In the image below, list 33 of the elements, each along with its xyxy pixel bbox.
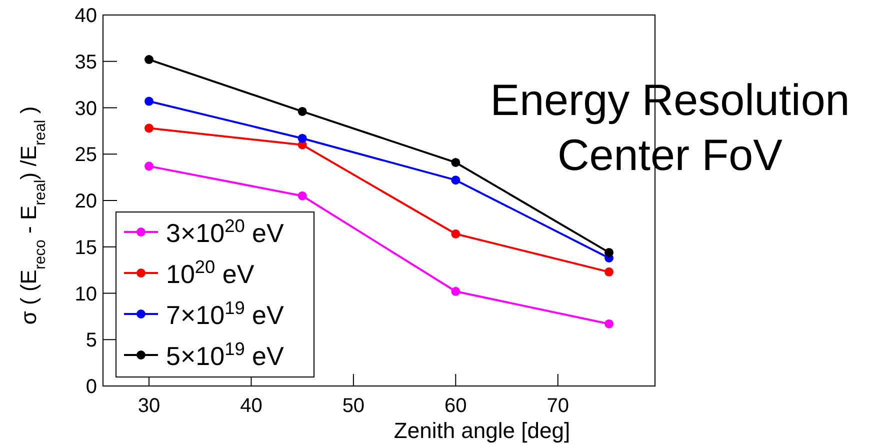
- legend-label: 10$^{20}$ eV: [166, 256, 255, 289]
- legend-label: 7×10$^{19}$ eV: [166, 298, 284, 330]
- point: [451, 158, 460, 167]
- point: [451, 286, 460, 296]
- y-tick-label: 10: [74, 283, 97, 306]
- x-tick-label: 40: [240, 395, 262, 417]
- x-tick-label: 30: [138, 395, 160, 417]
- point: [144, 124, 154, 133]
- y-tick-label: 5: [86, 330, 97, 352]
- point: [298, 134, 307, 143]
- y-tick-label: 25: [74, 144, 97, 166]
- x-tick-label: 70: [546, 395, 570, 417]
- legend-label: 3×10$^{20}$ eV: [166, 216, 284, 248]
- point: [604, 267, 614, 276]
- y-tick-label: 15: [74, 236, 97, 259]
- point: [298, 106, 307, 116]
- y-tick-label: 40: [74, 5, 97, 27]
- point: [144, 55, 154, 64]
- y-tick-label: 0: [86, 376, 97, 398]
- legend-label: 5×10$^{19}$ eV: [166, 338, 284, 371]
- point: [144, 162, 154, 171]
- y-tick-label: 20: [74, 190, 97, 212]
- point: [144, 96, 154, 106]
- point: [298, 191, 307, 200]
- x-tick-label: 50: [342, 395, 365, 417]
- point: [604, 319, 614, 328]
- y-tick-label: 35: [74, 51, 97, 74]
- point: [604, 248, 614, 257]
- point: [451, 176, 460, 185]
- x-axis-title: Zenith angle [deg]: [394, 418, 570, 443]
- x-tick-label: 60: [444, 395, 467, 417]
- point: [451, 229, 460, 238]
- y-tick-label: 30: [74, 98, 97, 120]
